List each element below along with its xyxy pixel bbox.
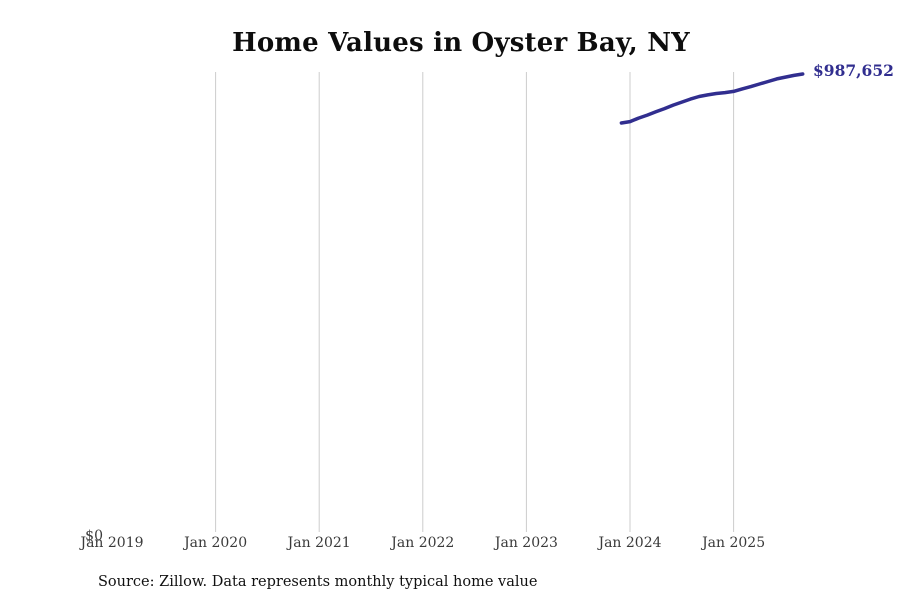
home-value-line [619, 72, 805, 125]
x-axis-label: Jan 2022 [391, 535, 455, 551]
x-axis-label: Jan 2025 [702, 535, 766, 551]
x-axis-label: Jan 2019 [80, 535, 144, 551]
source-note: Source: Zillow. Data represents monthly … [98, 574, 538, 590]
x-axis-label: Jan 2023 [494, 535, 558, 551]
x-axis-label: Jan 2021 [287, 535, 351, 551]
end-value-annotation: $987,652 [813, 61, 894, 80]
chart-title: Home Values in Oyster Bay, NY [232, 28, 690, 58]
y-axis-zero-label: $0 [85, 528, 103, 544]
x-axis-label: Jan 2024 [598, 535, 662, 551]
x-axis-label: Jan 2020 [184, 535, 248, 551]
vertical-gridlines [215, 72, 735, 532]
